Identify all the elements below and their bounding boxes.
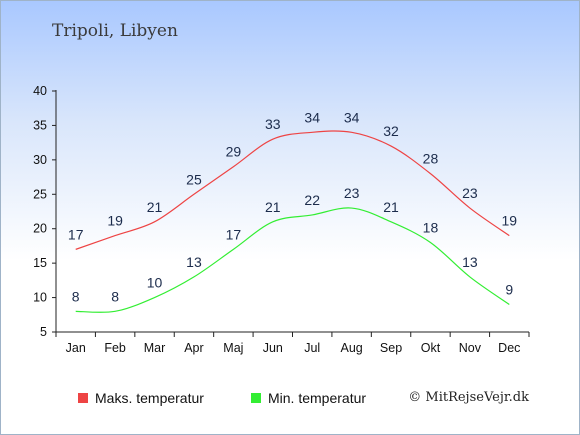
y-tick-label: 15 [33,256,47,270]
y-tick-label: 10 [33,291,47,305]
data-label: 32 [383,123,399,139]
y-tick-label: 25 [33,187,47,201]
data-label: 25 [186,171,202,187]
x-tick-label: Dec [498,341,520,355]
data-label: 33 [265,116,281,132]
chart-title: Tripoli, Libyen [52,21,178,41]
data-label: 9 [505,281,513,297]
data-label: 10 [147,275,163,291]
x-tick-label: Maj [223,341,243,355]
x-tick-label: Apr [184,341,203,355]
copyright-text: © MitRejseVejr.dk [408,390,529,405]
legend-item-max: Maks. temperatur [78,390,204,406]
data-label: 17 [68,226,84,242]
data-label: 22 [304,192,320,208]
data-label: 8 [111,288,119,304]
data-label: 13 [462,254,478,270]
data-label: 21 [147,199,163,215]
x-tick-label: Aug [341,341,363,355]
legend-item-min: Min. temperatur [251,390,366,406]
y-tick-label: 35 [33,118,47,132]
y-tick-label: 30 [33,153,47,167]
data-label: 28 [423,151,439,167]
x-tick-label: Feb [104,341,126,355]
series-line-min [75,207,510,313]
series-line-max [75,130,510,250]
legend-label-min: Min. temperatur [268,390,367,406]
legend-swatch-max [78,393,88,403]
data-label: 21 [383,199,399,215]
data-label: 8 [72,288,80,304]
data-label: 29 [226,144,242,160]
x-tick-label: Jan [66,341,86,355]
data-label: 23 [462,185,478,201]
data-label: 17 [226,226,242,242]
data-label: 13 [186,254,202,270]
legend-swatch-min [251,393,261,403]
data-label: 19 [502,213,518,229]
x-tick-label: Jun [263,341,283,355]
x-tick-label: Mar [144,341,166,355]
x-tick-label: Sep [380,341,402,355]
data-label: 18 [423,219,439,235]
data-label: 19 [107,213,123,229]
x-tick-label: Okt [421,341,441,355]
legend-label-max: Maks. temperatur [95,390,204,406]
x-tick-label: Jul [304,341,320,355]
data-label: 21 [265,199,281,215]
x-tick-label: Nov [459,341,482,355]
data-label: 23 [344,185,360,201]
y-tick-label: 5 [40,325,47,339]
data-label: 34 [304,109,320,125]
y-tick-label: 40 [33,84,47,98]
y-tick-label: 20 [33,222,47,236]
data-label: 34 [344,109,360,125]
